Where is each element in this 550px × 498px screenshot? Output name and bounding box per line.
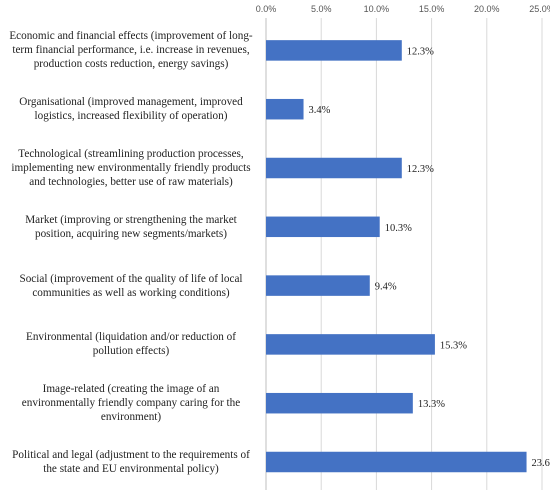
category-label-line: Market (improving or strengthening the m…	[25, 213, 237, 226]
category-label-line: implementing new environmentally friendl…	[11, 162, 251, 174]
category-label: Image-related (creating the image of an e…	[3, 382, 259, 424]
category-label: Social (improvement of the quality of li…	[3, 272, 259, 300]
category-label-line: logistics, increased flexibility of oper…	[34, 110, 228, 123]
bar	[266, 451, 527, 473]
category-label-line: production costs reduction, energy savin…	[33, 58, 229, 71]
category-label-line: Economic and financial effects (improvem…	[9, 30, 253, 43]
category-label: Organisational (improved management, imp…	[3, 95, 259, 123]
value-label: 9.4%	[375, 282, 397, 293]
category-label-line: term financial performance, i.e. increas…	[12, 44, 250, 57]
x-tick-label: 10.0%	[364, 4, 390, 14]
category-label-line: Political and legal (adjustment to the r…	[12, 449, 250, 461]
category-label-line: Technological (streamlining production p…	[18, 148, 244, 160]
category-label-line: Social (improvement of the quality of li…	[19, 272, 243, 285]
x-tick-label: 0.0%	[256, 4, 277, 14]
category-label-line: Organisational (improved management, imp…	[19, 96, 243, 109]
category-label-line: communities as well as working condition…	[32, 286, 230, 299]
x-tick-label: 20.0%	[474, 4, 500, 14]
value-label: 12.3%	[407, 46, 434, 57]
bar	[266, 392, 413, 414]
category-label: Political and legal (adjustment to the r…	[3, 448, 259, 476]
x-axis-ticks: 0.0% 5.0% 10.0% 15.0% 20.0% 25.0%	[256, 4, 550, 14]
category-label-line: the state and EU environmental policy)	[43, 463, 219, 475]
bar	[266, 40, 402, 61]
gridlines	[265, 18, 543, 490]
value-label: 3.4%	[309, 105, 331, 116]
bar	[266, 275, 370, 296]
x-tick-label: 5.0%	[311, 4, 332, 14]
bar	[266, 334, 435, 355]
category-label-line: environment)	[100, 411, 162, 424]
category-label: Market (improving or strengthening the m…	[3, 213, 259, 241]
value-label: 12.3%	[407, 164, 434, 175]
category-label: Technological (streamlining production p…	[3, 147, 259, 189]
category-label: Economic and financial effects (improvem…	[3, 29, 259, 71]
bar	[266, 157, 402, 179]
value-label: 15.3%	[440, 340, 467, 351]
x-tick-label: 15.0%	[419, 4, 445, 14]
bar	[266, 216, 380, 238]
category-label-line: position, acquiring new segments/markets…	[34, 227, 227, 240]
bar	[266, 98, 304, 120]
category-label-line: Image-related (creating the image of an	[42, 383, 220, 396]
value-label: 23.6%	[532, 458, 550, 469]
value-labels: 12.3% 3.4% 12.3% 10.3% 9.4% 15.3% 13.3% 23.6%	[309, 46, 550, 469]
x-tick-label: 25.0%	[529, 4, 550, 14]
category-label-line: pollution effects)	[92, 345, 170, 358]
bars	[266, 40, 527, 473]
category-label-line: and technologies, better use of raw mate…	[29, 176, 233, 188]
value-label: 10.3%	[385, 223, 412, 234]
category-label-line: Environmental (liquidation and/or reduct…	[25, 331, 237, 344]
category-label: Environmental (liquidation and/or reduct…	[3, 330, 259, 358]
category-label-line: environmentally friendly company caring …	[21, 397, 241, 410]
value-label: 13.3%	[418, 399, 445, 410]
